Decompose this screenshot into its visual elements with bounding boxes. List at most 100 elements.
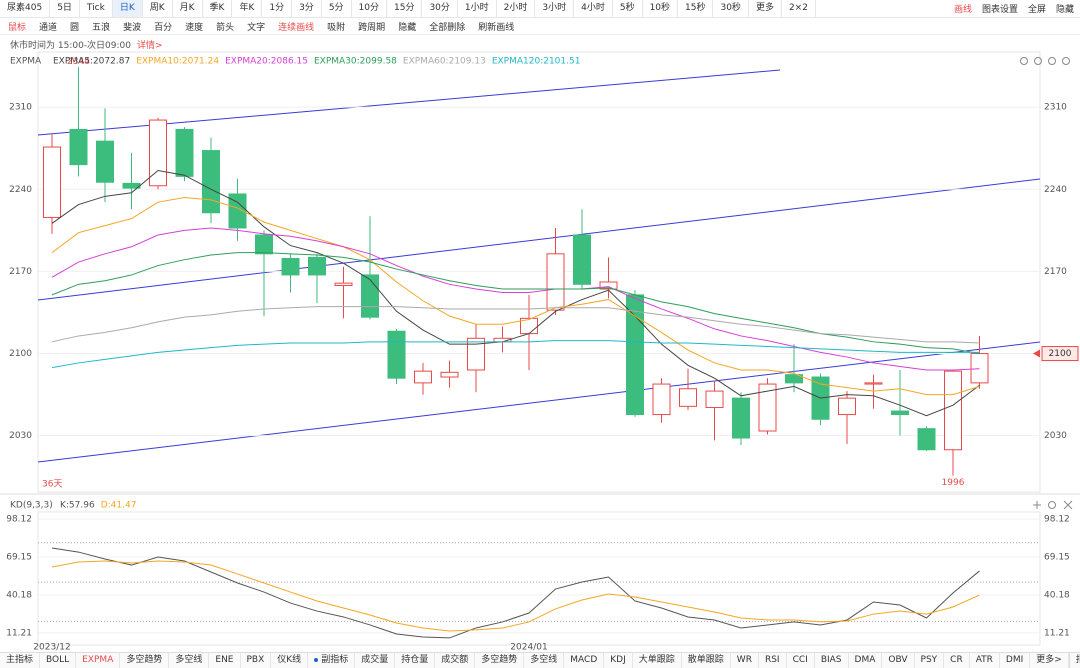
indicator-tab[interactable]: RSI xyxy=(759,653,787,668)
indicator-tab[interactable]: CCI xyxy=(787,653,815,668)
period-tab[interactable]: 15分 xyxy=(387,0,423,17)
series-line xyxy=(51,560,980,632)
period-tab[interactable]: 10分 xyxy=(352,0,387,17)
period-tab[interactable]: 4小时 xyxy=(574,0,613,17)
period-tab[interactable]: 2小时 xyxy=(497,0,536,17)
right-tools: 画线 图表设置 全屏 隐藏 xyxy=(954,2,1080,15)
y-tick-label: 2030 xyxy=(9,431,32,441)
period-tab[interactable]: Tick xyxy=(80,0,113,17)
indicator-tab[interactable]: 多空趋势 xyxy=(475,653,525,668)
indicator-tab[interactable]: 大单跟踪 xyxy=(633,653,682,668)
indicator-tab[interactable]: ATR xyxy=(970,653,1000,668)
candle-body xyxy=(917,428,936,451)
drawing-tool[interactable]: 速度 xyxy=(185,22,204,33)
drawing-tool[interactable]: 全部删除 xyxy=(429,22,466,33)
period-tab[interactable]: 3小时 xyxy=(535,0,575,17)
period-tab[interactable]: 2×2 xyxy=(782,0,816,17)
period-tab[interactable]: 5秒 xyxy=(613,0,643,17)
candle-body xyxy=(758,383,777,432)
indicator-tab[interactable]: 多空线 xyxy=(169,653,210,668)
indicator-tab[interactable]: MACD xyxy=(564,653,605,668)
drawing-tool[interactable]: 百分 xyxy=(154,22,173,33)
period-tab[interactable]: 30秒 xyxy=(713,0,749,17)
candle-body xyxy=(599,281,618,290)
y-tick-label: 11.21 xyxy=(1044,628,1070,638)
tool-button[interactable]: 全屏 xyxy=(1027,5,1046,15)
drawing-tool[interactable]: 隐藏 xyxy=(398,22,417,33)
indicator-tab[interactable]: BIAS xyxy=(815,653,849,668)
period-tab[interactable]: 10秒 xyxy=(643,0,679,17)
drawing-tool[interactable]: 通道 xyxy=(39,22,58,33)
candle-body xyxy=(652,383,671,416)
indicator-tab[interactable]: DMA xyxy=(849,653,883,668)
indicator-tab[interactable]: WR xyxy=(731,653,759,668)
period-tab[interactable]: 周K xyxy=(143,0,173,17)
period-tab[interactable]: 3分 xyxy=(292,0,322,17)
indicator-tab[interactable]: KDJ xyxy=(604,653,633,668)
period-tab[interactable]: 更多 xyxy=(749,0,782,17)
notice-link[interactable]: 详情> xyxy=(136,40,163,51)
y-tick-label: 2240 xyxy=(1044,185,1067,195)
annotation: 36天 xyxy=(42,480,62,490)
series-line xyxy=(51,340,980,369)
period-tab[interactable]: 15秒 xyxy=(678,0,714,17)
indicator-tab[interactable]: CR xyxy=(944,653,970,668)
drawing-tool[interactable]: 吸附 xyxy=(327,22,346,33)
indicator-tab[interactable]: 多空趋势 xyxy=(120,653,170,668)
indicator-tab[interactable]: 成交量 xyxy=(355,653,396,668)
period-tab[interactable]: 季K xyxy=(203,0,233,17)
low-label: 1996 xyxy=(942,478,965,488)
indicator-tab[interactable]: 散单跟踪 xyxy=(682,653,731,668)
drawing-tool[interactable]: 五浪 xyxy=(92,22,111,33)
indicator-tab[interactable]: 多空线 xyxy=(524,653,565,668)
indicator-tab[interactable]: ENE xyxy=(209,653,241,668)
period-tab[interactable]: 5日 xyxy=(50,0,80,17)
price-tag xyxy=(1041,346,1079,362)
indicator-tab[interactable]: 仪K线 xyxy=(271,653,309,668)
series-line xyxy=(51,306,980,344)
drawing-tool[interactable]: 斐波 xyxy=(123,22,142,33)
indicator-tab[interactable]: OBV xyxy=(882,653,915,668)
tool-icon xyxy=(1020,57,1028,65)
tool-icon xyxy=(1048,57,1056,65)
indicator-tab[interactable]: EXPMA xyxy=(76,653,121,668)
period-tab[interactable]: 年K xyxy=(232,0,263,17)
drawing-tool[interactable]: 箭头 xyxy=(216,22,235,33)
indicator-tab[interactable]: 更多> xyxy=(1030,653,1069,668)
tool-button[interactable]: 画线 xyxy=(953,5,972,15)
drawing-tool[interactable]: 圆 xyxy=(70,22,80,33)
period-tab[interactable]: 月K xyxy=(173,0,203,17)
candle-body xyxy=(732,397,750,439)
period-tab[interactable]: 日K xyxy=(112,0,143,17)
y-tick-label: 11.21 xyxy=(6,628,32,638)
indicator-tab[interactable]: BOLL xyxy=(40,653,77,668)
drawing-tool[interactable]: 鼠标 xyxy=(8,22,27,33)
indicator-manage[interactable]: 指标管理 xyxy=(1068,653,1080,668)
tool-button[interactable]: 图表设置 xyxy=(981,5,1018,15)
indicator-tab[interactable]: PBX xyxy=(241,653,272,668)
y-tick-label: 69.15 xyxy=(6,552,32,562)
drawing-tool[interactable]: 连续画线 xyxy=(278,22,315,33)
indicator-tab[interactable]: PSY xyxy=(915,653,945,668)
period-tab[interactable]: 1小时 xyxy=(458,0,497,17)
symbol[interactable]: 尿素405 xyxy=(0,0,51,17)
drawing-tool[interactable]: 文字 xyxy=(247,22,266,33)
indicator-tab[interactable]: 成交额 xyxy=(435,653,476,668)
period-tab[interactable]: 30分 xyxy=(422,0,458,17)
channel-line xyxy=(37,341,1041,463)
candle-body xyxy=(175,128,194,177)
legend-entry: EXPMA20:2086.15 xyxy=(225,57,308,67)
drawing-tool[interactable]: 刷新画线 xyxy=(478,22,515,33)
period-tab[interactable]: 1分 xyxy=(262,0,293,17)
indicator-tab[interactable]: 持仓量 xyxy=(395,653,436,668)
drawing-tool[interactable]: 跨周期 xyxy=(358,22,386,33)
period-tab[interactable]: 5分 xyxy=(322,0,352,17)
tool-icon xyxy=(1034,57,1042,65)
candle-body xyxy=(149,119,167,187)
y-tick-label: 69.15 xyxy=(1044,552,1070,562)
candle-body xyxy=(440,371,459,378)
tool-button[interactable]: 隐藏 xyxy=(1055,5,1074,15)
x-tick-label: 2024/01 xyxy=(510,643,547,653)
indicator-tab[interactable]: DMI xyxy=(1000,653,1031,668)
